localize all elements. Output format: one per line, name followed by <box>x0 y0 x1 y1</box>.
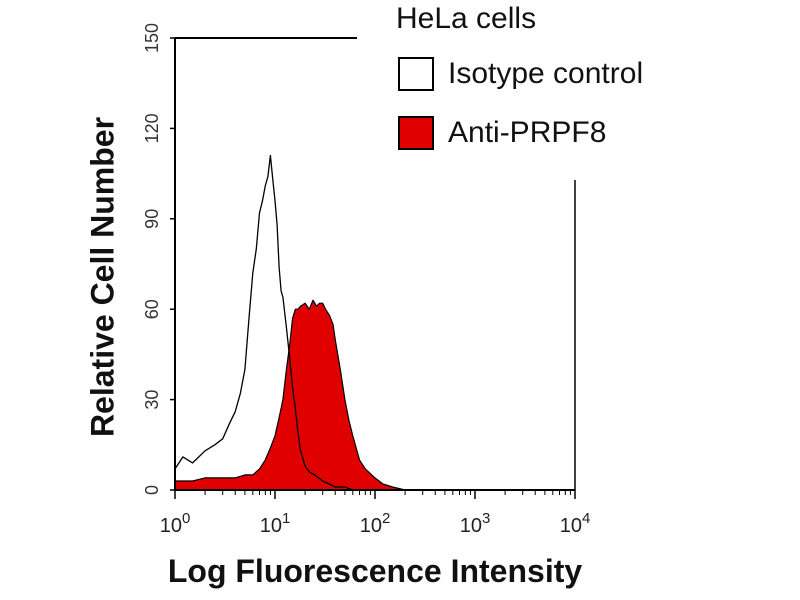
legend-item-anti-prpf8: Anti-PRPF8 <box>398 113 606 153</box>
y-tick-label: 120 <box>142 113 162 143</box>
legend-item-isotype-control: Isotype control <box>398 54 643 94</box>
legend-swatch-isotype-control <box>398 57 434 91</box>
series-isotype-control <box>174 154 575 491</box>
x-tick-label: 101 <box>260 510 291 537</box>
legend-label-anti-prpf8: Anti-PRPF8 <box>448 116 607 149</box>
y-tick-label: 150 <box>142 23 162 53</box>
x-tick-label: 103 <box>460 510 491 537</box>
x-tick-label: 102 <box>360 510 391 537</box>
y-axis-label: Relative Cell Number <box>84 116 121 438</box>
x-tick-label: 104 <box>560 510 591 537</box>
y-tick-label: 60 <box>142 299 162 319</box>
y-tick-label: 90 <box>142 209 162 229</box>
y-tick-label: 0 <box>142 485 162 495</box>
x-axis-label: Log Fluorescence Intensity <box>167 553 583 589</box>
series-anti-prpf8 <box>174 299 576 491</box>
y-tick-label: 30 <box>142 390 162 410</box>
legend-swatch-anti-prpf8 <box>398 116 434 150</box>
legend-title: HeLa cells <box>396 2 537 35</box>
x-tick-label: 100 <box>160 510 191 537</box>
legend-label-isotype-control: Isotype control <box>448 57 644 90</box>
